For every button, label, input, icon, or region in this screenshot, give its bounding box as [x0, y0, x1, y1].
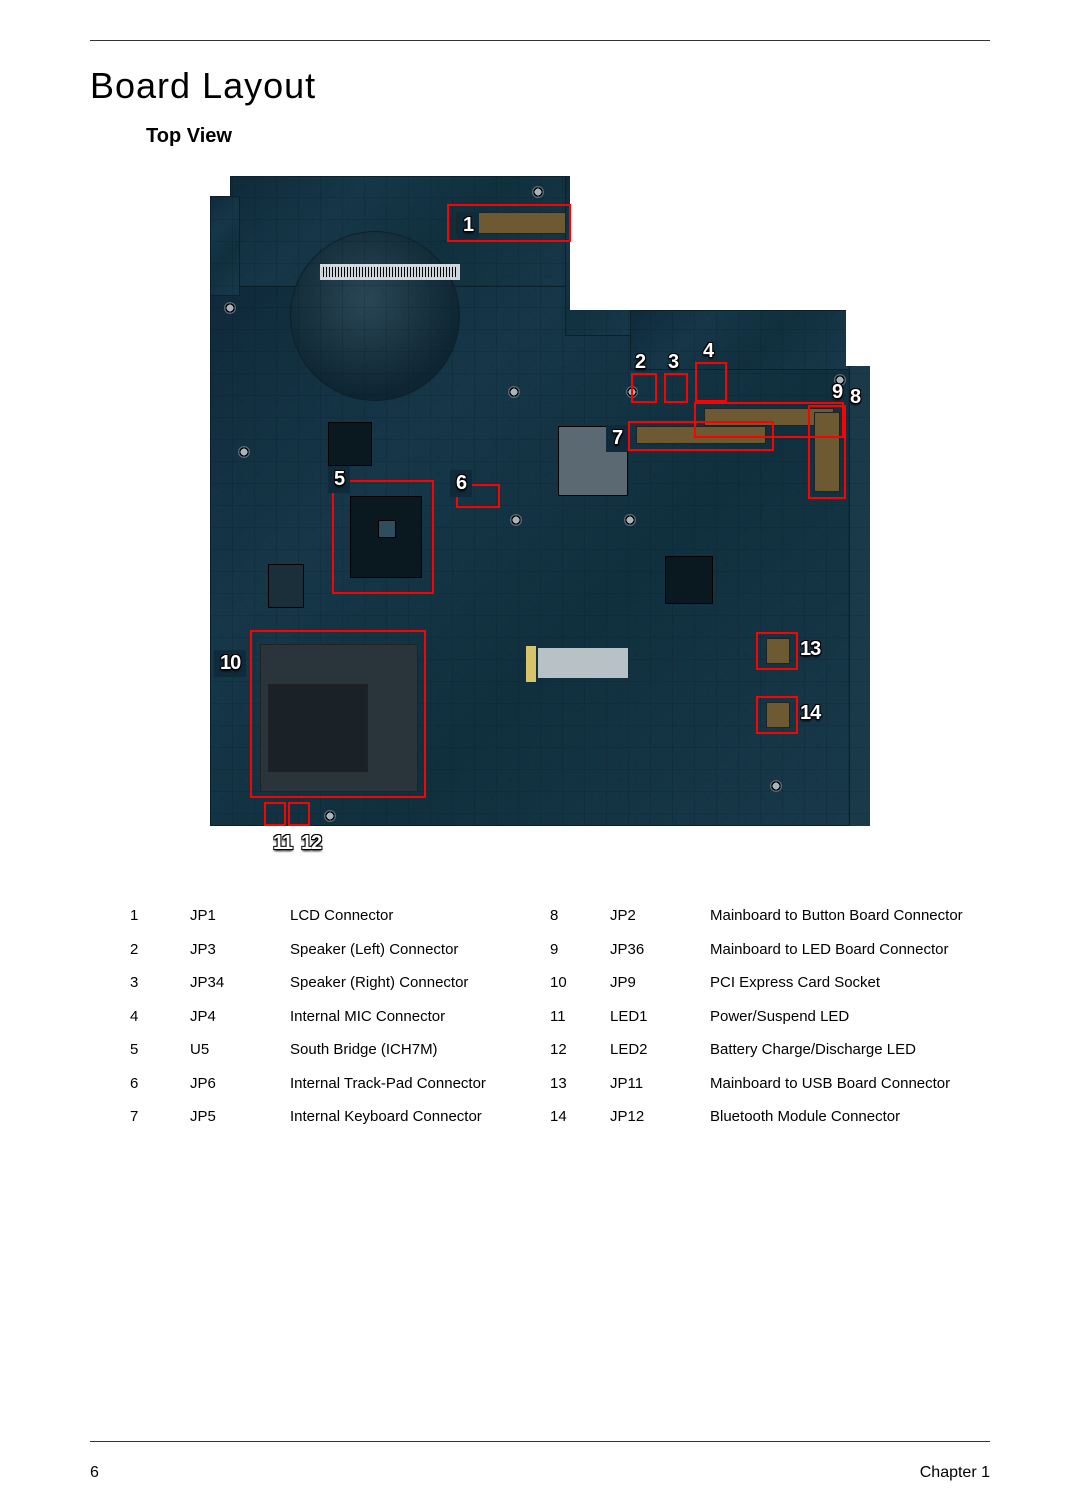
table-right-ref: LED1: [610, 1007, 690, 1027]
table-right-desc: Battery Charge/Discharge LED: [710, 1040, 1010, 1060]
callout-box-12: [288, 802, 310, 826]
callout-number-8: 8: [850, 386, 860, 409]
table-left-num: 4: [130, 1007, 170, 1027]
top-rule: [90, 40, 990, 41]
table-right-ref: LED2: [610, 1040, 690, 1060]
callout-number-11b: 11: [273, 832, 292, 855]
table-right-desc: Mainboard to LED Board Connector: [710, 940, 1010, 960]
table-right-num: 13: [550, 1074, 590, 1094]
callout-number-2: 2: [635, 351, 645, 374]
page-subtitle: Top View: [146, 125, 990, 148]
table-right-ref: JP9: [610, 973, 690, 993]
table-right-desc: Mainboard to USB Board Connector: [710, 1074, 1010, 1094]
table-left-desc: Speaker (Right) Connector: [290, 973, 530, 993]
table-right-num: 12: [550, 1040, 590, 1060]
callout-number-12b: 12: [301, 832, 321, 855]
callout-number-9: 9: [832, 381, 842, 404]
callout-box-11: [264, 802, 286, 826]
callout-box-10: [250, 630, 426, 798]
table-right-desc: Bluetooth Module Connector: [710, 1107, 1010, 1127]
callout-number-1: 1: [457, 212, 479, 239]
table-left-desc: Internal Track-Pad Connector: [290, 1074, 530, 1094]
table-right-ref: JP11: [610, 1074, 690, 1094]
table-left-ref: JP4: [190, 1007, 270, 1027]
table-left-desc: Internal MIC Connector: [290, 1007, 530, 1027]
table-right-num: 8: [550, 906, 590, 926]
table-left-ref: JP34: [190, 973, 270, 993]
table-right-num: 11: [550, 1007, 590, 1027]
callout-number-14: 14: [800, 702, 820, 725]
table-right-ref: JP36: [610, 940, 690, 960]
chapter-label: Chapter 1: [920, 1464, 990, 1482]
table-right-desc: Power/Suspend LED: [710, 1007, 1010, 1027]
table-left-ref: U5: [190, 1040, 270, 1060]
table-left-num: 2: [130, 940, 170, 960]
reference-table: 1JP1LCD Connector8JP2Mainboard to Button…: [130, 906, 990, 1127]
table-left-ref: JP6: [190, 1074, 270, 1094]
table-left-ref: JP1: [190, 906, 270, 926]
table-left-desc: LCD Connector: [290, 906, 530, 926]
callout-number-4: 4: [703, 340, 713, 363]
callout-number-7: 7: [606, 425, 628, 452]
table-left-desc: South Bridge (ICH7M): [290, 1040, 530, 1060]
callout-number-6: 6: [450, 470, 472, 497]
callout-number-5: 5: [328, 466, 350, 493]
table-right-num: 14: [550, 1107, 590, 1127]
table-right-ref: JP12: [610, 1107, 690, 1127]
table-left-num: 3: [130, 973, 170, 993]
bottom-rule: [90, 1441, 990, 1442]
table-right-num: 10: [550, 973, 590, 993]
table-left-num: 6: [130, 1074, 170, 1094]
table-left-num: 5: [130, 1040, 170, 1060]
table-right-desc: PCI Express Card Socket: [710, 973, 1010, 993]
table-left-ref: JP3: [190, 940, 270, 960]
table-right-desc: Mainboard to Button Board Connector: [710, 906, 1010, 926]
table-left-num: 1: [130, 906, 170, 926]
callout-number-13: 13: [800, 638, 820, 661]
table-left-desc: Speaker (Left) Connector: [290, 940, 530, 960]
callout-box-3: [664, 373, 688, 403]
callout-box-9: [808, 405, 846, 499]
callout-box-4: [695, 362, 727, 402]
callout-box-14: [756, 696, 798, 734]
page-number: 6: [90, 1464, 99, 1482]
callout-number-3: 3: [668, 351, 678, 374]
page-title: Board Layout: [90, 65, 990, 107]
callout-box-2: [631, 373, 657, 403]
table-left-ref: JP5: [190, 1107, 270, 1127]
callout-number-10: 10: [214, 650, 246, 677]
callout-box-13: [756, 632, 798, 670]
callout-box-5: [332, 480, 434, 594]
board-figure: 1234567891013141112: [210, 176, 870, 866]
table-left-num: 7: [130, 1107, 170, 1127]
table-right-ref: JP2: [610, 906, 690, 926]
table-left-desc: Internal Keyboard Connector: [290, 1107, 530, 1127]
table-right-num: 9: [550, 940, 590, 960]
